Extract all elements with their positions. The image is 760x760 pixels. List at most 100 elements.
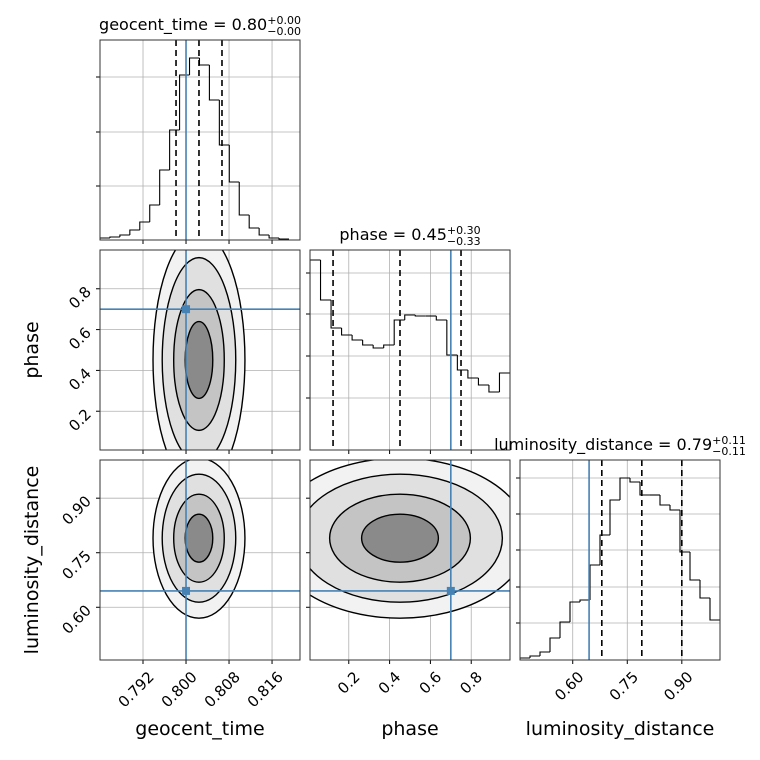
title-lower: −0.11 [712,445,746,458]
histogram-bin [679,510,690,553]
histogram-bin [149,204,160,222]
panel-frame [99,459,301,661]
panel-title: geocent_time = 0.80+0.00 −0.00 [99,14,301,38]
histogram-bin [498,372,510,392]
histogram-bin [529,655,540,658]
histogram-bin [659,495,670,506]
panel-frame [519,459,721,661]
density-contour [360,513,440,563]
y-tick-label: 0.8 [65,283,95,313]
histogram-bin [218,100,230,146]
x-tick-label: 0.792 [115,668,158,711]
panel-frame [99,39,301,241]
histogram-bin [139,221,150,230]
histogram-bin [383,344,395,348]
histogram-bin [549,637,560,652]
histogram-bin [609,499,620,535]
panel-frame [99,249,301,451]
y-tick-label: 0.6 [65,324,95,354]
y-tick-label: 0.4 [65,365,95,395]
histogram-bin [639,482,650,496]
panel-plot [100,40,300,240]
histogram-bin [569,601,580,622]
histogram-bin [351,335,363,341]
histogram-bin [629,478,640,483]
histogram-bin [188,57,200,75]
x-axis-label: phase [381,718,438,740]
histogram-bin [169,129,180,170]
x-tick-label: 0.4 [375,668,405,698]
title-lower: −0.33 [447,235,481,248]
histogram-bin [599,534,610,565]
density-contour [184,513,214,563]
histogram-bin [539,651,550,656]
histogram-bin [238,182,250,216]
histogram-bin [709,598,720,621]
histogram-bin [100,237,110,240]
histogram-bin [310,259,321,450]
truth-point [182,305,191,314]
title-lower: −0.00 [267,25,301,38]
title-main: geocent_time = 0.80 [99,15,267,35]
histogram-bin [278,238,289,240]
histogram-bin [669,505,680,511]
histogram-bin [467,370,479,379]
histogram-bin [228,145,240,183]
histogram-bin [404,314,416,320]
panel-frame [309,249,511,451]
x-tick-label: 0.60 [551,668,587,704]
y-tick-label: 0.75 [58,547,94,583]
histogram-bin [119,234,130,237]
histogram-bin [362,340,374,346]
y-tick-label: 0.90 [58,492,94,528]
histogram-bin [341,328,353,336]
histogram-bin [456,355,468,371]
y-tick-label: 0.60 [58,601,94,637]
density-contour [184,320,214,400]
histogram-bin [208,65,220,101]
panel: geocent_time = 0.80+0.00 −0.00 [96,14,301,244]
histogram-bin [393,319,405,345]
histogram-bin [520,657,530,660]
histogram-bin [330,300,342,329]
y-axis-label: phase [21,321,43,378]
x-tick-label: 0.90 [660,668,696,704]
histogram-bin [319,260,332,301]
panel-plot [310,250,510,450]
panel-plot [310,460,510,660]
panel: 0.60 0.75 0.90 luminosity_distance = 0.79+0… [494,434,746,704]
x-tick-label: 0.2 [334,668,364,698]
histogram-bin [699,580,710,599]
panel-plot [100,250,300,450]
panel-frame [309,459,511,661]
y-tick-label: 0.2 [65,405,95,435]
histogram-bin [414,315,426,317]
x-tick-label: 0.6 [416,668,446,698]
histogram-bin [477,378,489,386]
x-tick-label: 0.8 [456,668,486,698]
histogram-bin [689,552,700,581]
x-tick-label: 0.808 [201,668,244,711]
title-upper: +0.30 [447,224,481,237]
x-tick-label: 0.800 [158,668,201,711]
panel-title: luminosity_distance = 0.79+0.11 −0.11 [494,434,746,458]
histogram-bin [248,215,260,229]
x-tick-label: 0.75 [606,668,642,704]
histogram-bin [435,316,447,321]
title-main: luminosity_distance = 0.79 [494,435,712,455]
histogram-bin [198,58,210,66]
histogram-bin [559,621,570,638]
y-axis-label: luminosity_distance [21,466,43,655]
histogram-bin [179,74,190,130]
truth-point [446,586,455,595]
histogram-bin [589,564,600,600]
panel-title: phase = 0.45+0.30 −0.33 [339,224,480,248]
truth-point [182,586,191,595]
panel: phase = 0.45+0.30 −0.33 [306,224,511,454]
panel: 0.792 0.800 0.808 0.816 0.60 0.75 0.90 [58,459,301,711]
x-axis-label: luminosity_distance [526,718,715,740]
panel: 0.2 0.4 0.6 0.8 [306,459,511,698]
x-tick-label: 0.816 [244,668,287,711]
panel-plot [520,460,720,660]
